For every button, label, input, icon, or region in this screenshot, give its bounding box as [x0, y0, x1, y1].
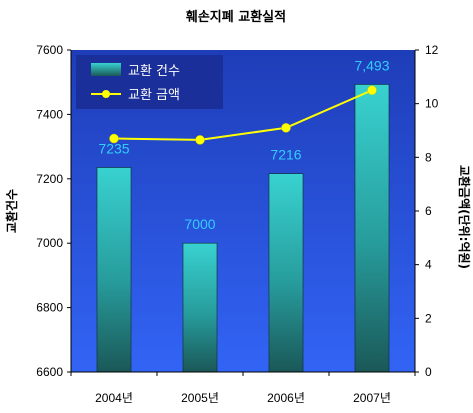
y2-tick-label: 12 — [425, 43, 439, 57]
y-axis-label: 교환건수 — [4, 189, 19, 233]
x-ticks-group: 2004년 2005년 2006년 2007년 — [70, 372, 416, 405]
line-point — [109, 133, 119, 144]
y-tick-label: 7400 — [36, 107, 63, 121]
y-tick-label: 7600 — [36, 43, 63, 57]
legend: 교환 건수 교환 금액 — [76, 55, 223, 109]
series-line — [113, 89, 373, 141]
y2-axis-label: 교환금액(단위:억원) — [457, 165, 472, 269]
y2-tick-label: 6 — [425, 204, 432, 218]
y2-tick-label: 10 — [425, 97, 439, 111]
y2-ticks-group: 0 2 4 6 8 10 12 — [415, 43, 439, 379]
y-ticks-group: 6600 6800 7000 7200 7400 7600 — [36, 43, 71, 379]
x-tick-label: 2007년 — [353, 391, 391, 405]
y-tick-label: 6600 — [36, 365, 63, 379]
x-tick-label: 2005년 — [181, 391, 219, 405]
line-point — [195, 135, 205, 145]
legend-line-marker — [102, 90, 110, 98]
bar — [354, 84, 390, 373]
bar-data-label: 7000 — [184, 216, 215, 232]
y-tick-label: 7000 — [36, 236, 63, 250]
bars-group — [96, 84, 390, 373]
bar-labels-group: 7235 7000 7216 7,493 — [98, 57, 389, 232]
bar — [96, 167, 132, 373]
x-tick-label: 2004년 — [95, 391, 133, 405]
line-series-group — [109, 85, 377, 145]
legend-line-label: 교환 금액 — [128, 88, 180, 103]
y2-tick-label: 8 — [425, 150, 432, 164]
legend-bar-swatch — [91, 63, 121, 76]
y2-tick-label: 4 — [425, 258, 432, 272]
bar-data-label: 7216 — [270, 147, 301, 163]
y-tick-label: 7200 — [36, 172, 63, 186]
bar-data-label: 7,493 — [354, 57, 389, 73]
y-tick-label: 6800 — [36, 301, 63, 315]
legend-bar-label: 교환 건수 — [128, 64, 180, 79]
y2-tick-label: 0 — [425, 365, 432, 379]
line-point — [367, 85, 377, 95]
x-tick-label: 2006년 — [267, 391, 305, 405]
chart-title: 훼손지폐 교환실적 — [186, 9, 286, 25]
bar-data-label: 7235 — [98, 141, 129, 157]
y2-tick-label: 2 — [425, 311, 432, 325]
bar — [182, 242, 218, 373]
line-point — [281, 123, 291, 133]
bar — [268, 173, 304, 373]
